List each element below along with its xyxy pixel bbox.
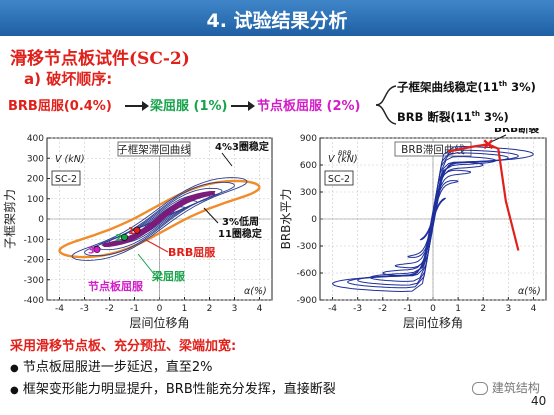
x-tick-label: 2 — [207, 304, 213, 314]
arrow-right-icon — [231, 101, 255, 111]
section-subtitle: a) 破坏顺序: — [24, 70, 113, 88]
brb-hysteresis-chart: -4 -3 -2 -1 0 1 2 3 49006003000-300-600-900BRB滞回… — [280, 128, 547, 330]
annotation-brb-fracture: BRB断裂 — [494, 128, 540, 135]
x-tick-label: -4 — [328, 304, 337, 314]
y-tick-label: -400 — [24, 296, 45, 306]
frame-hysteresis-chart: -4 -3 -2 -1 0 1 2 3 44003002001000-100-200-300-4… — [2, 134, 273, 330]
event-marker-label: 2 — [116, 233, 123, 244]
hysteresis-loop — [407, 180, 459, 258]
hysteresis-loop — [346, 149, 519, 289]
hysteresis-loop — [394, 169, 472, 269]
x-tick-label: -2 — [105, 304, 114, 314]
branch-frame-stable: 子框架曲线稳定(11th 3%) — [397, 80, 536, 94]
specimen-tag: SC-2 — [328, 174, 350, 185]
wechat-icon — [472, 382, 488, 395]
chart-title-box — [117, 141, 191, 157]
arrow-right-icon — [125, 101, 149, 111]
y-tick-label: 600 — [300, 161, 317, 171]
fork-brace-icon — [375, 85, 397, 125]
event-marker-label: 3 — [88, 245, 95, 256]
x-tick-label: 4 — [531, 304, 537, 314]
conclusion-title: 采用滑移节点板、充分预拉、梁端加宽: — [10, 339, 237, 354]
annotation-arrow — [221, 152, 233, 167]
event-marker-label: 1 — [128, 226, 135, 237]
y-tick-label: 300 — [300, 188, 317, 198]
specimen-tag: SC-2 — [55, 174, 77, 185]
y-unit-subscript: BRB — [338, 149, 352, 157]
x-axis-label: 层间位移角 — [129, 315, 189, 330]
annotation-3pct: 3%低周 11圈稳定 — [218, 215, 262, 240]
sequence-step-beam-yield: 梁屈服 (1%) — [150, 99, 228, 114]
annotation-gusset-yield: 节点板屈服 — [88, 279, 144, 293]
header-banner: 4. 试验结果分析 — [0, 0, 554, 36]
x-tick-label: -3 — [80, 304, 89, 314]
y-tick-label: 300 — [27, 154, 44, 164]
conclusion-bullet-1: ● 节点板屈服进一步延迟，直至2% — [10, 360, 213, 375]
sequence-step-brb-yield: BRB屈服(0.4%) — [8, 99, 112, 114]
wechat-logo: 建筑结构 — [472, 379, 540, 396]
event-marker — [121, 233, 129, 241]
x-tick-label: 1 — [182, 304, 188, 314]
x-tick-label: -3 — [353, 304, 362, 314]
y-tick-label: 200 — [27, 175, 44, 185]
y-tick-label: 900 — [300, 134, 317, 144]
section-title: 滑移节点板试件(SC-2) — [10, 49, 190, 69]
x-tick-label: -1 — [403, 304, 412, 314]
y-tick-label: -600 — [297, 269, 318, 279]
hysteresis-loop — [71, 177, 248, 261]
event-marker — [133, 226, 141, 234]
y-tick-label: -300 — [24, 276, 45, 286]
x-tick-label: 2 — [480, 304, 486, 314]
y-tick-label: -300 — [297, 242, 318, 252]
y-axis-label: BRB水平力 — [280, 189, 293, 250]
y-axis-label: 子框架剪力 — [2, 189, 17, 249]
y-tick-label: -900 — [297, 296, 318, 306]
x-tick-label: 4 — [257, 304, 263, 314]
x-tick-label: 0 — [157, 304, 163, 314]
x-tick-label: -4 — [55, 304, 64, 314]
x-tick-label: 3 — [232, 304, 238, 314]
chart-title: 子框架滞回曲线 — [117, 143, 191, 156]
y-tick-label: 100 — [27, 195, 44, 205]
y-tick-label: 0 — [38, 215, 44, 225]
annotation-arrow — [203, 207, 219, 224]
conclusion-bullet-2: ● 框架变形能力明显提升，BRB性能充分发挥，直接断裂 — [10, 382, 336, 397]
y-unit-label: V (kN) — [55, 154, 85, 165]
page-number: 40 — [531, 394, 547, 408]
fracture-marker — [483, 139, 494, 150]
x-axis-label: 层间位移角 — [403, 315, 463, 330]
y-tick-label: 400 — [27, 134, 44, 144]
y-tick-label: -100 — [24, 235, 45, 245]
y-unit-label: V (kN) — [328, 154, 358, 165]
y-tick-label: -200 — [24, 256, 45, 266]
skeleton-curve — [101, 190, 216, 248]
fracture-curve — [447, 143, 520, 251]
hysteresis-loop — [369, 156, 497, 282]
specimen-tag-box — [51, 170, 81, 186]
branch-brb-fracture: BRB 断裂(11th 3%) — [397, 110, 509, 124]
x-tick-label: -1 — [130, 304, 139, 314]
hysteresis-loop — [419, 197, 446, 241]
x-unit-label: α(%) — [244, 286, 267, 297]
sequence-step-gusset-yield: 节点板屈服 (2%) — [257, 99, 361, 114]
x-tick-label: 0 — [430, 304, 436, 314]
x-unit-label: α(%) — [518, 286, 541, 297]
annotation-beam-yield: 梁屈服 — [151, 269, 186, 283]
specimen-tag-box — [324, 170, 354, 186]
annotation-arrow — [492, 134, 507, 142]
chart-title-box — [394, 141, 472, 157]
y-tick-label: 0 — [311, 215, 317, 225]
annotation-arrow — [145, 239, 169, 253]
annotation-brb-yield: BRB屈服 — [168, 246, 216, 259]
hysteresis-loop — [382, 161, 484, 277]
x-tick-label: -2 — [378, 304, 387, 314]
page-title: 4. 试验结果分析 — [206, 10, 348, 32]
x-tick-label: 3 — [505, 304, 511, 314]
event-marker — [93, 245, 101, 253]
annotation-arrow — [137, 253, 155, 275]
annotation-4pct: 4%3圈稳定 — [215, 140, 269, 153]
x-tick-label: 1 — [455, 304, 461, 314]
